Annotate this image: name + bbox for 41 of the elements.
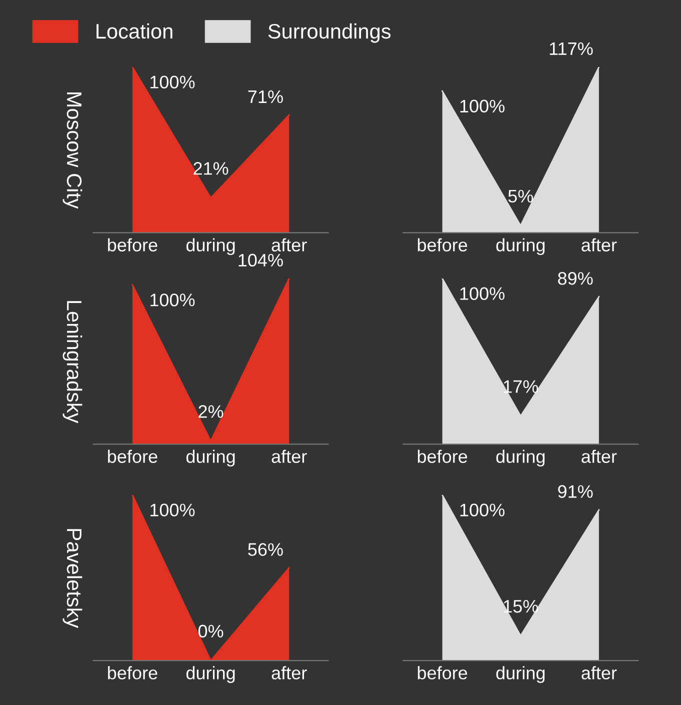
data-label: 89% <box>558 272 593 285</box>
x-tick-label: before <box>108 666 158 680</box>
x-tick-label: during <box>186 666 235 683</box>
x-tick-label: during <box>186 450 235 467</box>
data-label: 71% <box>248 90 283 104</box>
x-tick-label: after <box>582 238 617 252</box>
x-tick-label: before <box>418 666 468 680</box>
x-tick-label: before <box>108 450 158 463</box>
x-tick-label: after <box>272 666 307 680</box>
data-label: 5% <box>508 190 534 203</box>
data-label: 117% <box>550 42 593 55</box>
x-tick-label: during <box>496 238 545 256</box>
data-label: 100% <box>460 504 505 516</box>
data-label: 56% <box>248 543 283 556</box>
x-tick-label: during <box>186 238 235 256</box>
x-tick-label: before <box>108 238 158 252</box>
y-axis-title: Moscow City <box>62 92 82 209</box>
data-label: 104% <box>238 254 283 267</box>
data-label: 100% <box>460 100 505 113</box>
data-label: 2% <box>198 405 224 418</box>
legend-label: Location <box>96 23 172 39</box>
y-axis-title: Leningradsky <box>62 301 82 424</box>
data-label: 17% <box>504 380 538 393</box>
x-tick-label: after <box>272 238 307 252</box>
data-label: 100% <box>150 504 195 516</box>
data-label: 100% <box>460 287 505 300</box>
data-label: 91% <box>558 485 593 498</box>
data-label: 21% <box>194 162 228 175</box>
x-tick-label: after <box>582 666 617 680</box>
data-label: 0% <box>198 624 224 638</box>
y-axis-title: Paveletsky <box>62 529 82 628</box>
x-tick-label: during <box>496 450 545 467</box>
x-tick-label: after <box>272 450 307 463</box>
data-label: 100% <box>150 76 195 88</box>
x-tick-label: after <box>582 450 617 463</box>
legend-label: Surroundings <box>268 23 391 43</box>
data-label: 15% <box>504 600 538 613</box>
x-tick-label: before <box>418 238 468 252</box>
data-label: 100% <box>150 294 195 306</box>
x-tick-label: during <box>496 666 545 683</box>
x-tick-label: before <box>418 450 468 463</box>
